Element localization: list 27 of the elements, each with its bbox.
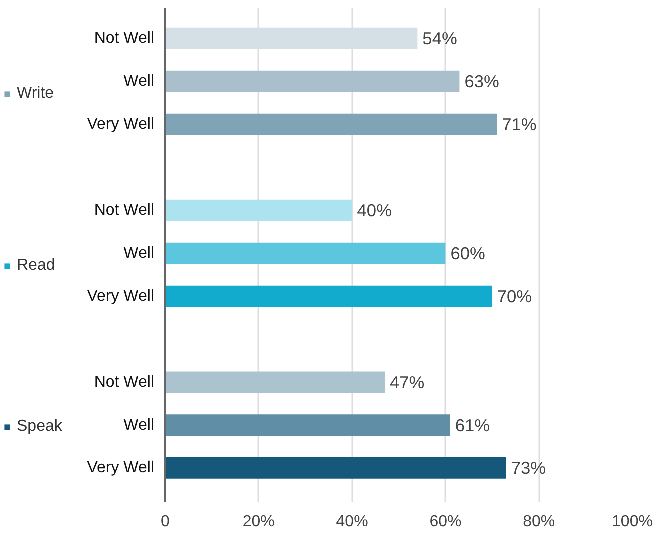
legend-label: Speak: [17, 418, 62, 436]
y-tick-label: Very Well: [87, 460, 154, 477]
y-tick-label: Very Well: [87, 116, 154, 134]
data-label: 47%: [390, 372, 425, 392]
y-tick-label: Not Well: [94, 30, 155, 48]
data-label: 73%: [511, 458, 546, 478]
y-tick-label: Very Well: [87, 288, 154, 306]
x-tick-label: 80%: [523, 514, 556, 530]
data-label: 71%: [502, 114, 537, 135]
y-tick-label: Well: [124, 245, 155, 262]
x-tick-label: 0: [161, 514, 170, 530]
data-label: 54%: [422, 28, 458, 49]
y-tick-label: Well: [124, 73, 155, 90]
legend-label: Read: [17, 257, 56, 275]
data-label: 61%: [455, 415, 490, 436]
y-tick-label: Not Well: [94, 374, 155, 391]
data-label: 40%: [357, 200, 392, 221]
x-tick-label: 20%: [242, 514, 275, 530]
x-tick-label: 100%: [612, 514, 653, 530]
x-tick-label: 40%: [336, 514, 368, 530]
data-label: 70%: [497, 286, 532, 307]
legend-label: Write: [17, 85, 54, 103]
y-tick-label: Well: [124, 416, 155, 434]
x-tick-label: 60%: [430, 514, 462, 530]
data-label: 63%: [464, 72, 500, 92]
y-tick-label: Not Well: [94, 202, 155, 220]
data-label: 60%: [450, 244, 486, 264]
